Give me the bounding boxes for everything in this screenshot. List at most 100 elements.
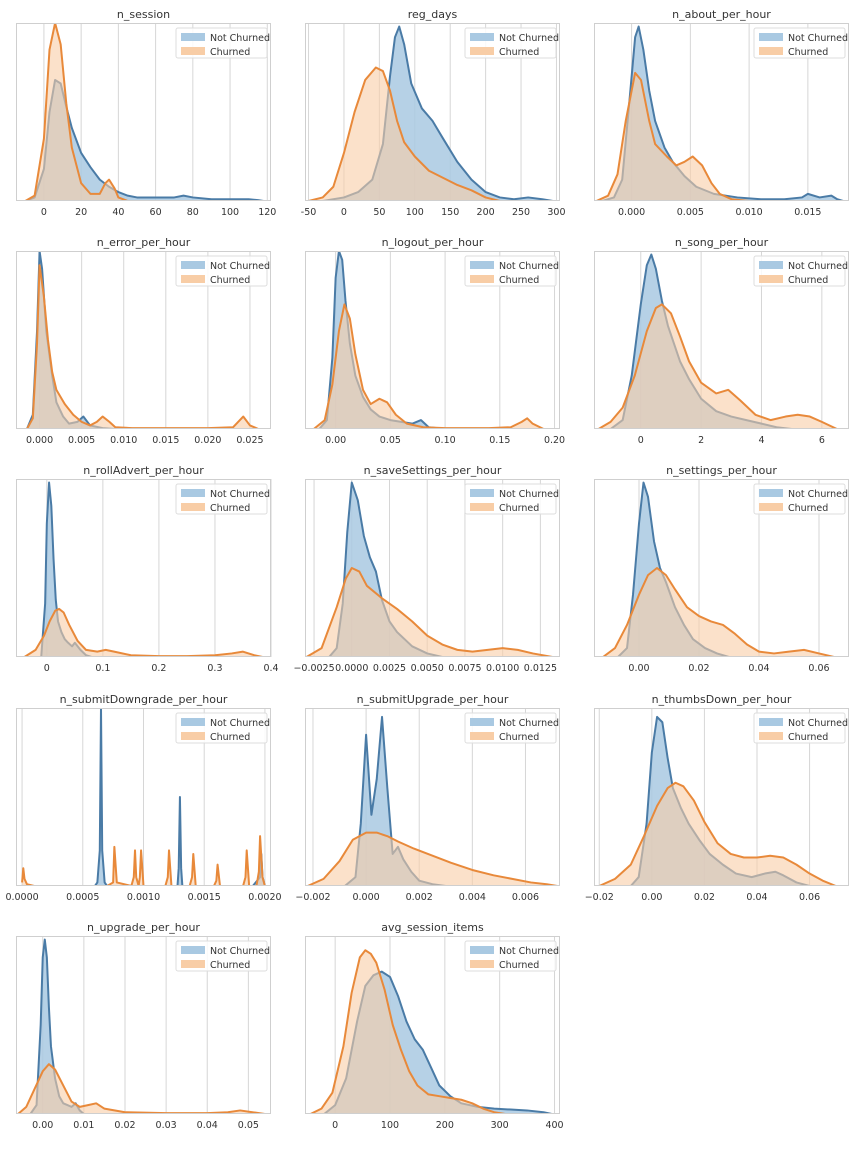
axes-frame (594, 251, 849, 429)
axes-frame (305, 23, 560, 201)
legend-label: Not Churned (788, 718, 848, 729)
legend-swatch-churned (181, 732, 205, 740)
churned-line (24, 23, 129, 201)
legend-swatch-churned (181, 960, 205, 968)
legend-swatch-not-churned (759, 489, 783, 497)
x-tick-label: 0.05 (380, 435, 401, 446)
churned-line (598, 781, 837, 886)
x-tick-label: 0.15 (489, 435, 510, 446)
churned-area (26, 265, 259, 429)
x-tick-label: 0 (332, 1120, 338, 1131)
chart-panel: n_rollAdvert_per_hour 0 0.1 0.2 0.3 0.4 Not Ch… (16, 464, 279, 674)
churned-area (596, 72, 750, 201)
chart-panel: n_thumbsDown_per_hour −0.02 0.00 0.02 0.04 0.… (585, 693, 849, 903)
churned-line (310, 949, 506, 1114)
churned-line (26, 264, 259, 429)
x-tick-label: 0.025 (236, 435, 263, 446)
x-tick-label: 150 (441, 207, 459, 218)
x-tick-label: −0.02 (585, 892, 614, 903)
churned-line (21, 835, 266, 886)
legend-swatch-churned (470, 47, 494, 55)
legend-swatch-not-churned (470, 261, 494, 269)
x-tick-label: 40 (112, 207, 124, 218)
x-tick-label: 0.03 (156, 1120, 177, 1131)
x-tick-label: 0.2 (151, 663, 166, 674)
churned-line (595, 71, 750, 201)
legend-label: Churned (210, 275, 250, 286)
churned-area (603, 568, 834, 657)
legend-label: Not Churned (499, 718, 559, 729)
x-tick-label: 0.004 (459, 892, 486, 903)
x-tick-label: 0 (41, 207, 47, 218)
chart-panel: n_song_per_hour 0 2 4 6 Not Churned Churned (594, 236, 849, 446)
x-tick-label: 0.0100 (486, 663, 519, 674)
legend-swatch-not-churned (759, 33, 783, 41)
legend-swatch-churned (470, 275, 494, 283)
axes-frame (16, 251, 271, 429)
churned-area (599, 782, 836, 886)
x-tick-label: 0.4 (263, 663, 278, 674)
chart-panel: reg_days -50 0 50 100 150 200 250 300 Not Churned… (301, 8, 566, 218)
churned-line (598, 303, 838, 429)
legend-label: Not Churned (210, 261, 270, 272)
legend-swatch-not-churned (470, 946, 494, 954)
x-tick-label: 2 (698, 435, 704, 446)
chart-title: n_thumbsDown_per_hour (652, 693, 792, 706)
x-tick-label: 0.00 (32, 1120, 53, 1131)
legend-label: Churned (499, 503, 539, 514)
x-tick-label: 0.0000 (335, 663, 368, 674)
legend: Not Churned Churned (464, 483, 559, 515)
x-tick-label: 0.010 (110, 435, 137, 446)
x-tick-label: 0.005 (677, 207, 704, 218)
x-tick-label: 0.0050 (411, 663, 444, 674)
x-tick-label: 0.3 (207, 663, 222, 674)
chart-title: n_about_per_hour (672, 8, 771, 21)
x-tick-label: 0.20 (544, 435, 565, 446)
x-tick-label: 0.020 (194, 435, 221, 446)
x-tick-label: 100 (221, 207, 239, 218)
legend-swatch-churned (470, 732, 494, 740)
churned-line (23, 607, 263, 657)
x-tick-label: 0.015 (794, 207, 821, 218)
legend-label: Not Churned (210, 718, 270, 729)
x-tick-label: 0.0020 (248, 892, 281, 903)
x-tick-label: 100 (381, 1120, 399, 1131)
legend: Not Churned Churned (464, 712, 559, 744)
chart-panel: n_logout_per_hour 0.00 0.05 0.10 0.15 0.20 Not… (305, 236, 565, 446)
legend-swatch-not-churned (759, 261, 783, 269)
chart-title: n_logout_per_hour (382, 236, 484, 249)
legend: Not Churned Churned (464, 255, 559, 287)
axes-frame (594, 479, 849, 657)
x-tick-label: 300 (547, 207, 565, 218)
x-tick-label: 0.0015 (188, 892, 221, 903)
chart-title: avg_session_items (381, 921, 484, 934)
chart-panel: n_about_per_hour 0.000 0.005 0.010 0.015 Not … (594, 8, 849, 218)
legend-label: Churned (499, 275, 539, 286)
legend-label: Churned (499, 732, 539, 743)
legend-swatch-churned (181, 275, 205, 283)
axes-frame (305, 708, 560, 886)
axes-frame (16, 708, 271, 886)
x-tick-label: 0.010 (736, 207, 763, 218)
legend-swatch-churned (470, 503, 494, 511)
chart-title: n_upgrade_per_hour (87, 921, 200, 934)
legend-label: Not Churned (788, 261, 848, 272)
legend-swatch-not-churned (470, 718, 494, 726)
legend-label: Not Churned (210, 33, 270, 44)
axes-frame (594, 708, 849, 886)
x-tick-label: 0.04 (746, 892, 767, 903)
chart-title: n_saveSettings_per_hour (364, 464, 502, 477)
x-tick-label: 0.04 (748, 663, 769, 674)
axes-frame (305, 251, 560, 429)
x-tick-label: 0.06 (808, 663, 829, 674)
x-tick-label: 250 (512, 207, 530, 218)
legend-swatch-churned (759, 732, 783, 740)
x-tick-label: 0.0000 (5, 892, 38, 903)
x-tick-label: 0.02 (114, 1120, 135, 1131)
legend: Not Churned Churned (175, 712, 270, 744)
legend-label: Not Churned (788, 33, 848, 44)
legend-swatch-churned (181, 503, 205, 511)
chart-title: n_session (117, 8, 170, 21)
legend-label: Churned (210, 960, 250, 971)
x-tick-label: 0.0125 (524, 663, 557, 674)
